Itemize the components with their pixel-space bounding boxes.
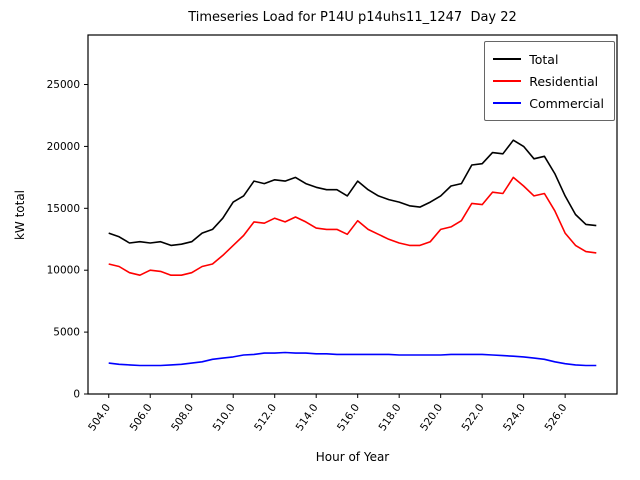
x-tick-label: 514.0 [294,402,321,434]
y-tick-label: 10000 [47,265,80,277]
legend-item-residential: Residential [493,70,604,92]
legend-line-total-icon [493,58,522,60]
legend-label-total: Total [529,51,559,67]
x-tick-label: 512.0 [252,402,279,434]
series-line-total [108,139,597,247]
x-tick-label: 508.0 [169,402,196,434]
series-line-residential [108,176,597,277]
x-tick-label: 518.0 [377,402,404,434]
x-tick-label: 516.0 [335,402,362,434]
legend-item-total: Total [493,48,604,70]
y-tick-label: 0 [73,389,80,401]
x-tick-label: 506.0 [128,402,155,434]
x-axis-label: Hour of Year [315,450,390,464]
legend-line-residential-icon [493,80,522,82]
legend-line-commercial-icon [493,102,522,104]
x-tick-label: 510.0 [211,402,238,434]
legend-label-commercial: Commercial [529,95,604,111]
legend-item-commercial: Commercial [493,92,604,114]
y-tick-label: 5000 [53,327,80,339]
y-tick-label: 15000 [47,203,80,215]
legend[interactable]: Total Residential Commercial [484,41,615,121]
x-tick-label: 524.0 [501,402,528,434]
x-tick-label: 526.0 [543,402,570,434]
y-tick-label: 20000 [47,141,80,153]
chart-title: Timeseries Load for P14U p14uhs11_1247 D… [188,10,517,25]
x-tick-label: 504.0 [86,402,113,434]
x-tick-label: 520.0 [418,402,445,434]
x-tick-label: 522.0 [460,402,487,434]
y-tick-label: 25000 [47,79,80,91]
legend-label-residential: Residential [529,73,599,89]
series-line-commercial [108,351,597,367]
